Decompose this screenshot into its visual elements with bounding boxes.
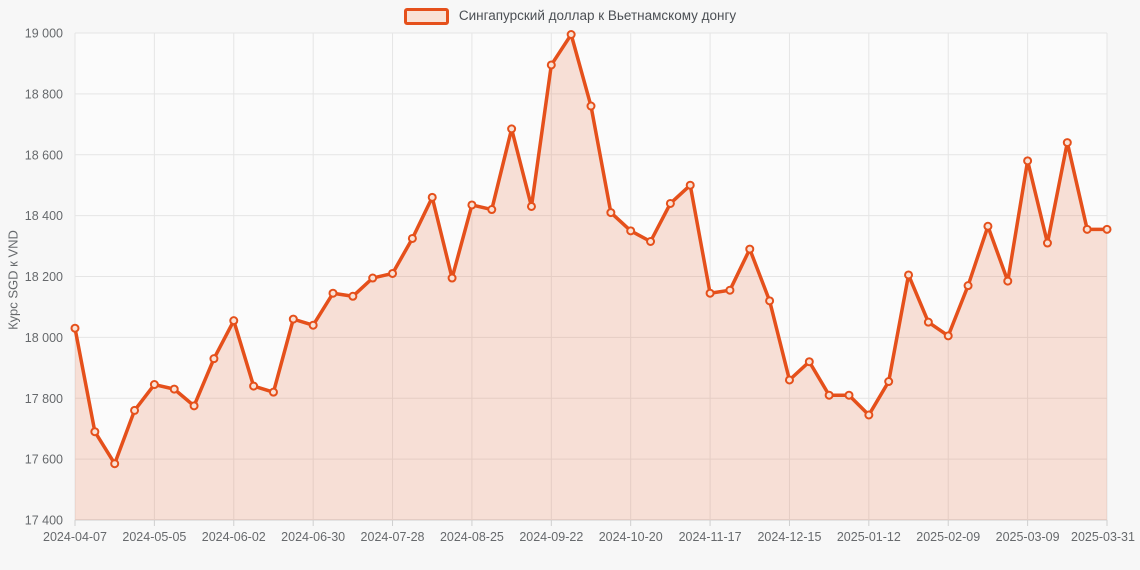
data-point[interactable] xyxy=(884,377,894,387)
data-point[interactable] xyxy=(268,387,278,397)
data-point[interactable] xyxy=(1102,224,1112,234)
data-point[interactable] xyxy=(189,401,199,411)
data-point[interactable] xyxy=(229,316,239,326)
data-point[interactable] xyxy=(467,200,477,210)
y-axis-tick-label: 18 400 xyxy=(25,209,63,223)
data-point[interactable] xyxy=(1003,276,1013,286)
data-point[interactable] xyxy=(1042,238,1052,248)
data-point[interactable] xyxy=(745,244,755,254)
data-point[interactable] xyxy=(70,323,80,333)
chart-legend: Сингапурский доллар к Вьетнамскому донгу xyxy=(0,7,1140,25)
x-axis-tick-label: 2024-09-22 xyxy=(519,530,583,544)
y-axis-tick-label: 17 800 xyxy=(25,392,63,406)
data-point[interactable] xyxy=(586,101,596,111)
data-point[interactable] xyxy=(566,30,576,40)
data-point[interactable] xyxy=(606,208,616,218)
x-axis-tick-label: 2024-10-20 xyxy=(599,530,663,544)
data-point[interactable] xyxy=(784,375,794,385)
x-axis-tick-label: 2025-03-31 xyxy=(1071,530,1135,544)
data-point[interactable] xyxy=(844,390,854,400)
data-point[interactable] xyxy=(427,192,437,202)
legend-label: Сингапурский доллар к Вьетнамскому донгу xyxy=(458,8,737,23)
data-point[interactable] xyxy=(308,320,318,330)
data-point[interactable] xyxy=(348,291,358,301)
data-point[interactable] xyxy=(864,410,874,420)
data-point[interactable] xyxy=(526,201,536,211)
x-axis-tick-label: 2024-06-02 xyxy=(202,530,266,544)
x-axis-tick-label: 2024-04-07 xyxy=(43,530,107,544)
x-axis-tick-label: 2025-01-12 xyxy=(837,530,901,544)
data-point[interactable] xyxy=(169,384,179,394)
data-point[interactable] xyxy=(665,198,675,208)
data-point[interactable] xyxy=(626,226,636,236)
data-point[interactable] xyxy=(388,268,398,278)
data-point[interactable] xyxy=(725,285,735,295)
data-point[interactable] xyxy=(804,357,814,367)
data-point[interactable] xyxy=(110,459,120,469)
x-axis-tick-label: 2024-05-05 xyxy=(122,530,186,544)
data-point[interactable] xyxy=(983,221,993,231)
data-point[interactable] xyxy=(447,273,457,283)
data-point[interactable] xyxy=(1082,224,1092,234)
x-axis-tick-label: 2024-08-25 xyxy=(440,530,504,544)
y-axis-title: Курс SGD к VND xyxy=(5,230,21,330)
data-point[interactable] xyxy=(507,124,517,134)
y-axis-tick-label: 17 400 xyxy=(25,514,63,528)
data-point[interactable] xyxy=(1023,156,1033,166)
data-point[interactable] xyxy=(368,273,378,283)
data-point[interactable] xyxy=(209,354,219,364)
data-point[interactable] xyxy=(407,233,417,243)
y-axis-tick-label: 17 600 xyxy=(25,453,63,467)
data-point[interactable] xyxy=(546,60,556,70)
x-axis-tick-label: 2024-06-30 xyxy=(281,530,345,544)
y-axis-tick-label: 18 000 xyxy=(25,331,63,345)
data-point[interactable] xyxy=(685,180,695,190)
y-axis-tick-label: 19 000 xyxy=(25,27,63,41)
data-point[interactable] xyxy=(646,236,656,246)
legend-swatch-icon xyxy=(403,7,449,25)
legend-item-sgd-vnd[interactable]: Сингапурский доллар к Вьетнамскому донгу xyxy=(403,7,737,25)
data-point[interactable] xyxy=(705,288,715,298)
data-point[interactable] xyxy=(943,331,953,341)
data-point[interactable] xyxy=(149,380,159,390)
data-point[interactable] xyxy=(130,405,140,415)
data-point[interactable] xyxy=(923,317,933,327)
x-axis-tick-label: 2024-12-15 xyxy=(757,530,821,544)
x-axis-tick-label: 2024-07-28 xyxy=(361,530,425,544)
data-point[interactable] xyxy=(249,381,259,391)
data-point[interactable] xyxy=(1062,138,1072,148)
x-axis-tick-label: 2024-11-17 xyxy=(679,530,742,544)
data-point[interactable] xyxy=(765,296,775,306)
x-axis-tick-label: 2025-02-09 xyxy=(916,530,980,544)
y-axis-tick-label: 18 800 xyxy=(25,87,63,101)
y-axis-tick-label: 18 200 xyxy=(25,270,63,284)
data-point[interactable] xyxy=(963,281,973,291)
data-point[interactable] xyxy=(328,288,338,298)
y-axis-tick-label: 18 600 xyxy=(25,148,63,162)
data-point[interactable] xyxy=(904,270,914,280)
data-point[interactable] xyxy=(824,390,834,400)
data-point[interactable] xyxy=(487,205,497,215)
x-axis-tick-label: 2025-03-09 xyxy=(996,530,1060,544)
data-point[interactable] xyxy=(288,314,298,324)
data-point[interactable] xyxy=(90,427,100,437)
